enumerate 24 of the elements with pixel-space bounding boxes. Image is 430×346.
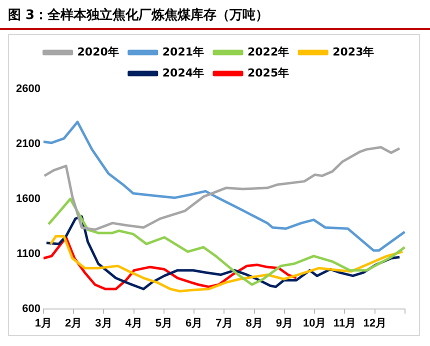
x-tick-label: 5月 — [155, 317, 173, 330]
x-tick-label: 1月 — [34, 317, 52, 330]
x-tick-label: 12月 — [363, 317, 386, 330]
x-tick-label: 11月 — [333, 317, 356, 330]
y-tick-label: 1100 — [16, 248, 40, 260]
x-tick-label: 3月 — [95, 317, 112, 330]
y-tick-label: 600 — [22, 302, 40, 315]
x-tick-label: 2月 — [65, 317, 82, 330]
legend-label: 2024年 — [162, 66, 204, 80]
x-tick-label: 9月 — [276, 317, 294, 330]
legend-label: 2023年 — [332, 45, 374, 58]
x-tick-label: 10月 — [302, 317, 326, 330]
legend-label: 2020年 — [77, 45, 119, 58]
x-tick-label: 8月 — [246, 317, 263, 330]
legend-label: 2021年 — [162, 45, 204, 58]
x-tick-label: 4月 — [125, 317, 142, 330]
y-tick-label: 1600 — [16, 192, 40, 205]
legend-label: 2022年 — [248, 45, 290, 58]
y-tick-label: 2100 — [16, 138, 40, 150]
y-tick-label: 2600 — [16, 83, 40, 96]
x-tick-label: 6月 — [186, 317, 203, 330]
x-tick-label: 7月 — [216, 317, 233, 330]
legend-label: 2025年 — [248, 66, 290, 80]
chart-title: 图 3：全样本独立焦化厂炼焦煤库存（万吨） — [0, 0, 430, 30]
